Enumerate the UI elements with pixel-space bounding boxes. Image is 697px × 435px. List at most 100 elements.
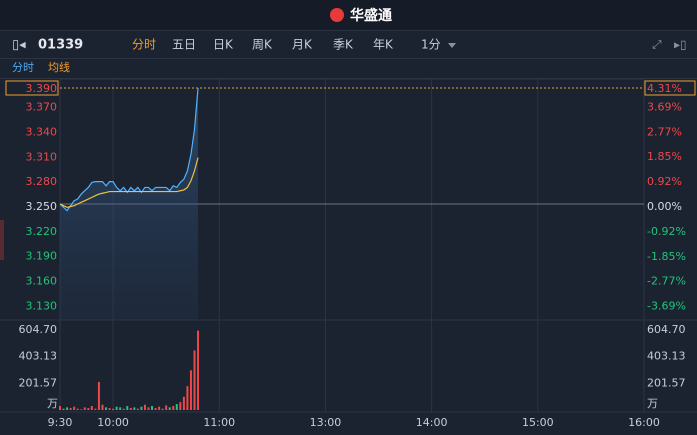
volume-bar: [133, 407, 136, 410]
volume-bar: [154, 408, 157, 410]
volume-bar: [197, 330, 200, 410]
volume-unit: 万: [47, 397, 58, 410]
y-tick-label: 3.340: [26, 125, 58, 138]
tab[interactable]: 日K: [213, 38, 234, 52]
y-tick-label: 3.250: [26, 200, 58, 213]
tab[interactable]: 月K: [292, 38, 313, 52]
y-tick-label: 3.130: [26, 299, 58, 312]
volume-bar: [115, 406, 118, 410]
volume-bar: [175, 404, 178, 410]
volume-bar: [59, 406, 61, 410]
price-area: [60, 88, 199, 320]
x-tick-label: 14:00: [416, 416, 448, 429]
volume-bar: [122, 408, 125, 410]
tab[interactable]: 年K: [373, 38, 394, 52]
side-marker: [0, 220, 4, 260]
tab[interactable]: 五日: [172, 38, 196, 52]
volume-bar: [165, 405, 168, 410]
y2-tick-label: -0.92%: [647, 225, 686, 238]
y2-tick-label: 3.69%: [647, 101, 682, 114]
volume-bar: [73, 406, 76, 410]
volume-bar: [66, 407, 69, 410]
panel-icon[interactable]: ▯◂: [12, 38, 26, 53]
volume-tick-label: 403.13: [19, 350, 58, 363]
dropdown-arrow[interactable]: [448, 43, 456, 48]
average-line: [59, 157, 199, 208]
x-tick-label: 11:00: [203, 416, 235, 429]
volume-bar: [126, 406, 129, 410]
volume-tick-label: 201.57: [19, 376, 58, 389]
logo-icon: [330, 8, 344, 22]
last-pct-box: [644, 80, 696, 96]
expand-icon[interactable]: ⤢: [651, 38, 662, 52]
y-tick-label: 3.160: [26, 275, 58, 288]
volume-bar: [143, 404, 146, 410]
x-tick-label: 10:00: [97, 416, 129, 429]
divider: [0, 30, 697, 31]
top-bar: [0, 0, 697, 30]
volume-bar: [186, 386, 189, 410]
volume-bar: [136, 408, 139, 410]
volume-bar: [108, 408, 111, 410]
stock-code: 01339: [38, 38, 83, 53]
volume-bar: [101, 404, 104, 410]
volume-bar: [62, 408, 65, 410]
y2-tick-label: 0.92%: [647, 175, 682, 188]
y-tick-label: 3.310: [26, 150, 58, 163]
price-line: [59, 87, 199, 212]
volume-bar: [140, 406, 143, 410]
y2-tick-label: 0.00%: [647, 200, 682, 213]
tab[interactable]: 1分: [421, 38, 441, 52]
y2-tick-label: 4.31%: [647, 82, 682, 95]
tab[interactable]: 周K: [252, 38, 273, 52]
indicator[interactable]: 均线: [48, 60, 70, 74]
volume-bar: [168, 407, 171, 410]
indicator[interactable]: 分时: [12, 61, 34, 74]
volume-bar: [151, 406, 154, 410]
panel-icon[interactable]: ▸▯: [674, 38, 687, 52]
volume-bar: [94, 408, 97, 410]
y-tick-label: 3.220: [26, 225, 58, 238]
volume-bar: [179, 402, 182, 410]
y-tick-label: 3.190: [26, 250, 58, 263]
volume-bar: [97, 381, 100, 410]
volume-bar: [172, 406, 175, 410]
tab[interactable]: 季K: [333, 38, 354, 52]
x-tick-label: 15:00: [522, 416, 554, 429]
volume-bar: [105, 407, 108, 410]
volume-bar: [129, 408, 132, 410]
volume-bar: [147, 407, 150, 410]
tab[interactable]: 分时: [132, 38, 156, 52]
volume-unit: 万: [647, 397, 658, 410]
y2-tick-label: -1.85%: [647, 250, 686, 263]
volume-bar: [90, 406, 93, 410]
x-tick-label: 16:00: [628, 416, 660, 429]
y-tick-label: 3.370: [26, 101, 58, 114]
y2-tick-label: 1.85%: [647, 150, 682, 163]
last-price-box: [5, 80, 59, 96]
volume-bar: [80, 409, 83, 410]
volume-bar: [69, 408, 72, 410]
y2-tick-label: 2.77%: [647, 125, 682, 138]
volume-bar: [193, 350, 196, 410]
volume-tick-label: 604.70: [647, 323, 686, 336]
y2-tick-label: -3.69%: [647, 299, 686, 312]
volume-bar: [119, 407, 122, 410]
volume-bar: [87, 408, 90, 410]
x-tick-label: 9:30: [48, 416, 73, 429]
volume-tick-label: 604.70: [19, 323, 58, 336]
volume-bar: [76, 408, 79, 410]
volume-bar: [83, 407, 86, 410]
volume-bar: [189, 370, 192, 410]
y-tick-label: 3.390: [26, 82, 58, 95]
logo: 华盛通: [350, 7, 392, 24]
y2-tick-label: -2.77%: [647, 275, 686, 288]
x-tick-label: 13:00: [310, 416, 342, 429]
volume-bar: [112, 408, 115, 410]
volume-bar: [158, 406, 161, 410]
volume-tick-label: 201.57: [647, 376, 686, 389]
y-tick-label: 3.280: [26, 175, 58, 188]
divider: [0, 58, 697, 59]
